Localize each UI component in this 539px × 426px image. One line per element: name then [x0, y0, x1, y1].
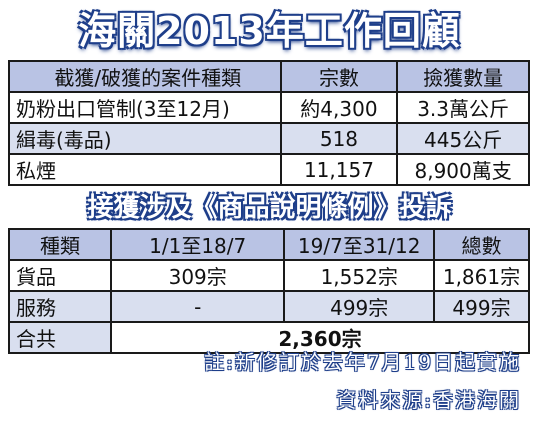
- footnote: 註:新修訂於去年7月19日起實施: [204, 350, 521, 374]
- cell-total: 1,861宗: [432, 259, 531, 292]
- cell-case-type: 緝毒(毒品): [8, 122, 282, 155]
- table-row: 服務 - 499宗 499宗: [8, 290, 531, 323]
- header-period-1: 1/1至18/7: [109, 228, 286, 261]
- cell-count: 11,157: [279, 153, 399, 186]
- complaints-table: 種類 1/1至18/7 19/7至31/12 總數 貨品 309宗 1,552宗…: [8, 228, 531, 354]
- cases-table: 截獲/破獲的案件種類 宗數 撿獲數量 奶粉出口管制(3至12月) 約4,300 …: [8, 60, 530, 186]
- header-period-2: 19/7至31/12: [283, 228, 435, 261]
- table-row: 貨品 309宗 1,552宗 1,861宗: [8, 259, 531, 292]
- section-subtitle: 接獲涉及《商品說明條例》投訴: [87, 193, 452, 223]
- cell-count: 518: [279, 122, 399, 155]
- cell-type: 服務: [8, 290, 112, 323]
- header-total: 總數: [432, 228, 531, 261]
- header-case-type: 截獲/破獲的案件種類: [8, 60, 282, 93]
- cell-quantity: 3.3萬公斤: [396, 91, 530, 124]
- cell-case-type: 私煙: [8, 153, 282, 186]
- cell-quantity: 445公斤: [396, 122, 530, 155]
- cell-period-1: 309宗: [109, 259, 286, 292]
- cell-period-2: 499宗: [283, 290, 435, 323]
- cell-quantity: 8,900萬支: [396, 153, 530, 186]
- header-quantity: 撿獲數量: [396, 60, 530, 93]
- table-header-row: 截獲/破獲的案件種類 宗數 撿獲數量: [8, 60, 530, 93]
- table-row: 緝毒(毒品) 518 445公斤: [8, 122, 530, 155]
- page-title: 海關2013年工作回顧: [78, 9, 461, 53]
- cell-count: 約4,300: [279, 91, 399, 124]
- header-count: 宗數: [279, 60, 399, 93]
- table-header-row: 種類 1/1至18/7 19/7至31/12 總數: [8, 228, 531, 261]
- header-type: 種類: [8, 228, 112, 261]
- cell-total: 499宗: [432, 290, 531, 323]
- cell-period-2: 1,552宗: [283, 259, 435, 292]
- total-row: 合共 2,360宗: [8, 321, 531, 354]
- table-row: 奶粉出口管制(3至12月) 約4,300 3.3萬公斤: [8, 91, 530, 124]
- cell-case-type: 奶粉出口管制(3至12月): [8, 91, 282, 124]
- cell-period-1: -: [109, 290, 286, 323]
- total-value: 2,360宗: [109, 321, 531, 354]
- source-credit: 資料來源:香港海關: [336, 388, 521, 412]
- cell-type: 貨品: [8, 259, 112, 292]
- total-label: 合共: [8, 321, 112, 354]
- table-row: 私煙 11,157 8,900萬支: [8, 153, 530, 186]
